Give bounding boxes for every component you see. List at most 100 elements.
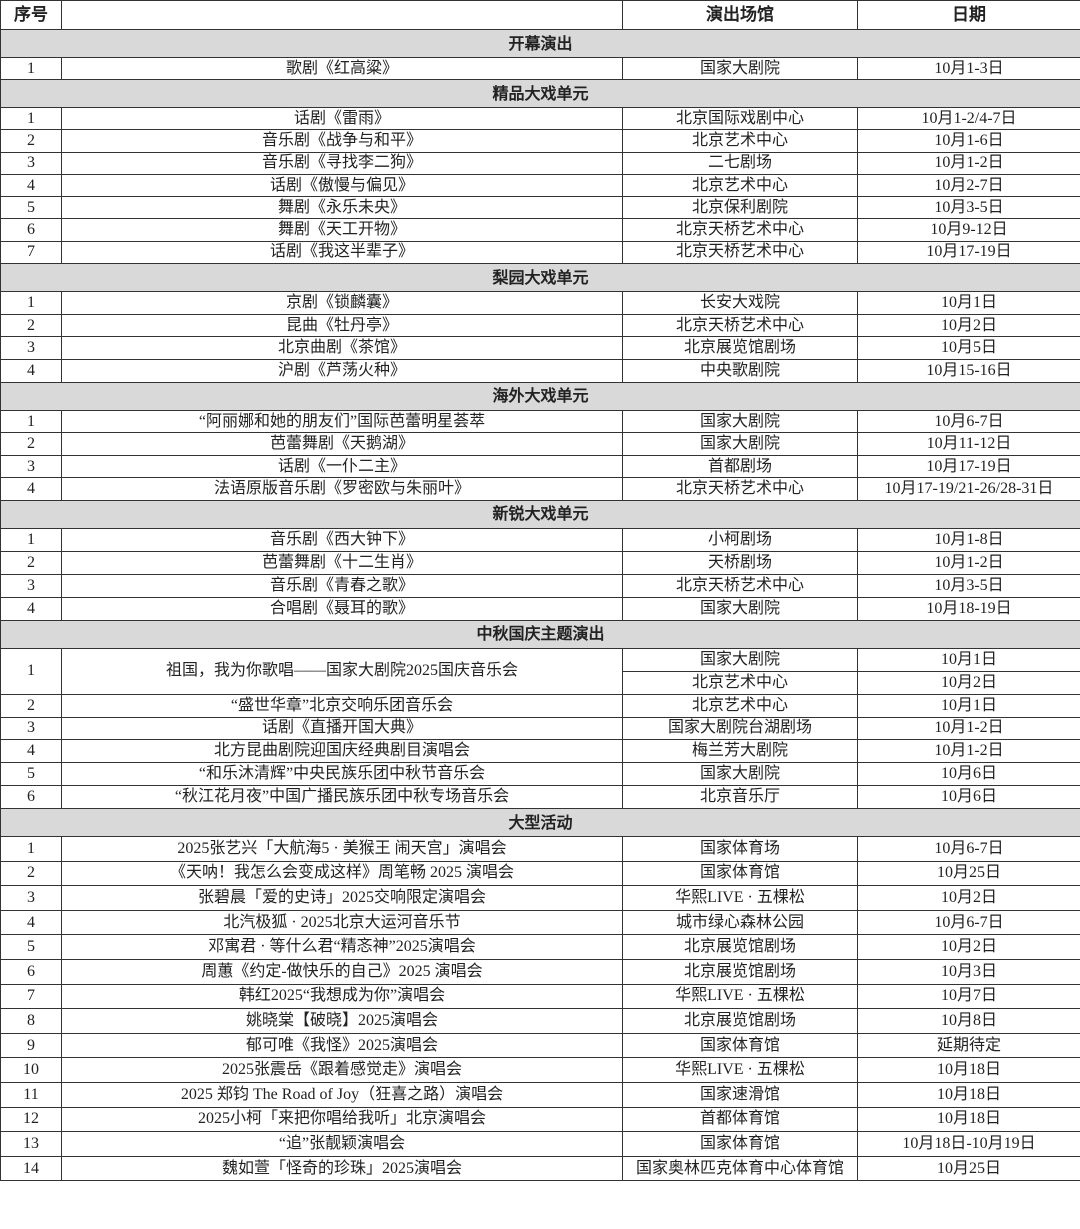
date: 10月1日 xyxy=(857,693,1080,718)
row-number: 4 xyxy=(0,596,62,621)
venue: 国家体育馆 xyxy=(622,1032,858,1059)
table-row: 13 “追”张靓颖演唱会 国家体育馆 10月18日-10月19日 xyxy=(0,1131,1080,1157)
date: 延期待定 xyxy=(857,1032,1080,1059)
table-row: 1 话剧《雷雨》 北京国际戏剧中心 10月1-2/4-7日 xyxy=(0,106,1080,131)
row-number: 3 xyxy=(0,336,62,361)
venue: 北京展览馆剧场 xyxy=(622,336,858,361)
program-name: 周蕙《约定-做快乐的自己》2025 演唱会 xyxy=(61,959,623,985)
program-name: 话剧《雷雨》 xyxy=(61,106,623,131)
venue: 国家速滑馆 xyxy=(622,1082,858,1108)
row-number: 6 xyxy=(0,959,62,985)
date: 10月2日 xyxy=(857,670,1080,695)
section-header-row: 海外大戏单元 xyxy=(0,381,1080,411)
date: 10月15-16日 xyxy=(857,359,1080,383)
venue: 国家大剧院 xyxy=(622,409,858,434)
date: 10月17-19日 xyxy=(857,454,1080,479)
program-name: 话剧《直播开国大典》 xyxy=(61,716,623,741)
row-number: 5 xyxy=(0,762,62,787)
date: 10月17-19日 xyxy=(857,240,1080,265)
program-name: 话剧《我这半辈子》 xyxy=(61,240,623,265)
row-number: 10 xyxy=(0,1057,62,1083)
header-no: 序号 xyxy=(0,0,62,30)
table-row: 2 音乐剧《战争与和平》 北京艺术中心 10月1-6日 xyxy=(0,129,1080,153)
program-name: 2025张震岳《跟着感觉走》演唱会 xyxy=(61,1057,623,1083)
row-number: 2 xyxy=(0,550,62,575)
date: 10月1-2日 xyxy=(857,151,1080,175)
program-name: 韩红2025“我想成为你”演唱会 xyxy=(61,983,623,1010)
row-number: 3 xyxy=(0,885,62,911)
row-number: 4 xyxy=(0,739,62,764)
table-row: 4 法语原版音乐剧《罗密欧与朱丽叶》 北京天桥艺术中心 10月17-19/21-26/… xyxy=(0,477,1080,501)
venue: 北京展览馆剧场 xyxy=(622,1008,858,1034)
date: 10月2日 xyxy=(857,313,1080,338)
program-name: “和乐沐清辉”中央民族乐团中秋节音乐会 xyxy=(61,762,623,787)
date: 10月6日 xyxy=(857,785,1080,810)
row-number: 1 xyxy=(0,409,62,434)
program-name: 音乐剧《寻找李二狗》 xyxy=(61,151,623,175)
table-row: 1 祖国，我为你歌唱——国家大剧院2025国庆音乐会 国家大剧院 10月1日 xyxy=(0,647,1080,695)
header-program xyxy=(61,0,623,30)
venue: 北京展览馆剧场 xyxy=(622,934,858,961)
date: 10月1-2日 xyxy=(857,716,1080,741)
table-row: 4 合唱剧《聂耳的歌》 国家大剧院 10月18-19日 xyxy=(0,596,1080,621)
venue: 国家大剧院 xyxy=(622,647,858,672)
venue: 北京天桥艺术中心 xyxy=(622,240,858,265)
date: 10月25日 xyxy=(857,860,1080,887)
section-header-row: 梨园大戏单元 xyxy=(0,263,1080,293)
program-name: 2025小柯「来把你唱给我听」北京演唱会 xyxy=(61,1106,623,1133)
table-row: 7 话剧《我这半辈子》 北京天桥艺术中心 10月17-19日 xyxy=(0,240,1080,265)
venue: 北京艺术中心 xyxy=(622,670,858,695)
date: 10月1-2/4-7日 xyxy=(857,106,1080,131)
date: 10月6日 xyxy=(857,762,1080,787)
table-row: 3 音乐剧《寻找李二狗》 二七剧场 10月1-2日 xyxy=(0,151,1080,175)
table-row: 4 北汽极狐 · 2025北京大运河音乐节 城市绿心森林公园 10月6-7日 xyxy=(0,909,1080,936)
venue: 首都剧场 xyxy=(622,454,858,479)
table-row: 3 话剧《一仆二主》 首都剧场 10月17-19日 xyxy=(0,454,1080,479)
table-row: 2 芭蕾舞剧《天鹅湖》 国家大剧院 10月11-12日 xyxy=(0,432,1080,456)
venue: 北京天桥艺术中心 xyxy=(622,218,858,242)
table-row: 5 邓寓君 · 等什么君“精忞神”2025演唱会 北京展览馆剧场 10月2日 xyxy=(0,934,1080,961)
venue: 天桥剧场 xyxy=(622,550,858,575)
venue: 北京艺术中心 xyxy=(622,693,858,718)
row-number: 5 xyxy=(0,934,62,961)
table-row: 3 音乐剧《青春之歌》 北京天桥艺术中心 10月3-5日 xyxy=(0,573,1080,598)
date: 10月8日 xyxy=(857,1008,1080,1034)
table-row: 2 “盛世华章”北京交响乐团音乐会 北京艺术中心 10月1日 xyxy=(0,693,1080,718)
table-row: 4 沪剧《芦荡火种》 中央歌剧院 10月15-16日 xyxy=(0,359,1080,383)
section-header-row: 中秋国庆主题演出 xyxy=(0,619,1080,649)
program-name: 歌剧《红高粱》 xyxy=(61,57,623,80)
date: 10月2日 xyxy=(857,885,1080,911)
date: 10月3-5日 xyxy=(857,573,1080,598)
date: 10月1-8日 xyxy=(857,527,1080,552)
row-number: 1 xyxy=(0,836,62,862)
table-row: 7 韩红2025“我想成为你”演唱会 华熙LIVE · 五棵松 10月7日 xyxy=(0,983,1080,1010)
section-title: 梨园大戏单元 xyxy=(0,263,1080,293)
section-title: 中秋国庆主题演出 xyxy=(0,619,1080,649)
row-number: 3 xyxy=(0,716,62,741)
date: 10月25日 xyxy=(857,1155,1080,1182)
program-name: 舞剧《永乐未央》 xyxy=(61,196,623,220)
row-number: 1 xyxy=(0,57,62,80)
header-row: 序号 演出场馆 日期 xyxy=(0,0,1080,30)
venue: 国家大剧院 xyxy=(622,762,858,787)
venue: 华熙LIVE · 五棵松 xyxy=(622,1057,858,1083)
date: 10月5日 xyxy=(857,336,1080,361)
venue: 国家体育馆 xyxy=(622,860,858,887)
venue: 北京天桥艺术中心 xyxy=(622,477,858,501)
program-name: 郁可唯《我怪》2025演唱会 xyxy=(61,1032,623,1059)
row-number: 2 xyxy=(0,693,62,718)
row-number: 1 xyxy=(0,291,62,315)
table-row: 2 《天呐！我怎么会变成这样》周笔畅 2025 演唱会 国家体育馆 10月25日 xyxy=(0,860,1080,887)
row-number: 1 xyxy=(0,527,62,552)
program-name: 法语原版音乐剧《罗密欧与朱丽叶》 xyxy=(61,477,623,501)
section-header-row: 新锐大戏单元 xyxy=(0,499,1080,529)
table-row: 11 2025 郑钧 The Road of Joy（狂喜之路）演唱会 国家速滑馆 1… xyxy=(0,1082,1080,1108)
row-number: 3 xyxy=(0,573,62,598)
venue: 北京天桥艺术中心 xyxy=(622,313,858,338)
table-row: 2 芭蕾舞剧《十二生肖》 天桥剧场 10月1-2日 xyxy=(0,550,1080,575)
date: 10月1日 xyxy=(857,647,1080,672)
date: 10月1日 xyxy=(857,291,1080,315)
venue: 长安大戏院 xyxy=(622,291,858,315)
program-name: 《天呐！我怎么会变成这样》周笔畅 2025 演唱会 xyxy=(61,860,623,887)
row-number: 1 xyxy=(0,106,62,131)
